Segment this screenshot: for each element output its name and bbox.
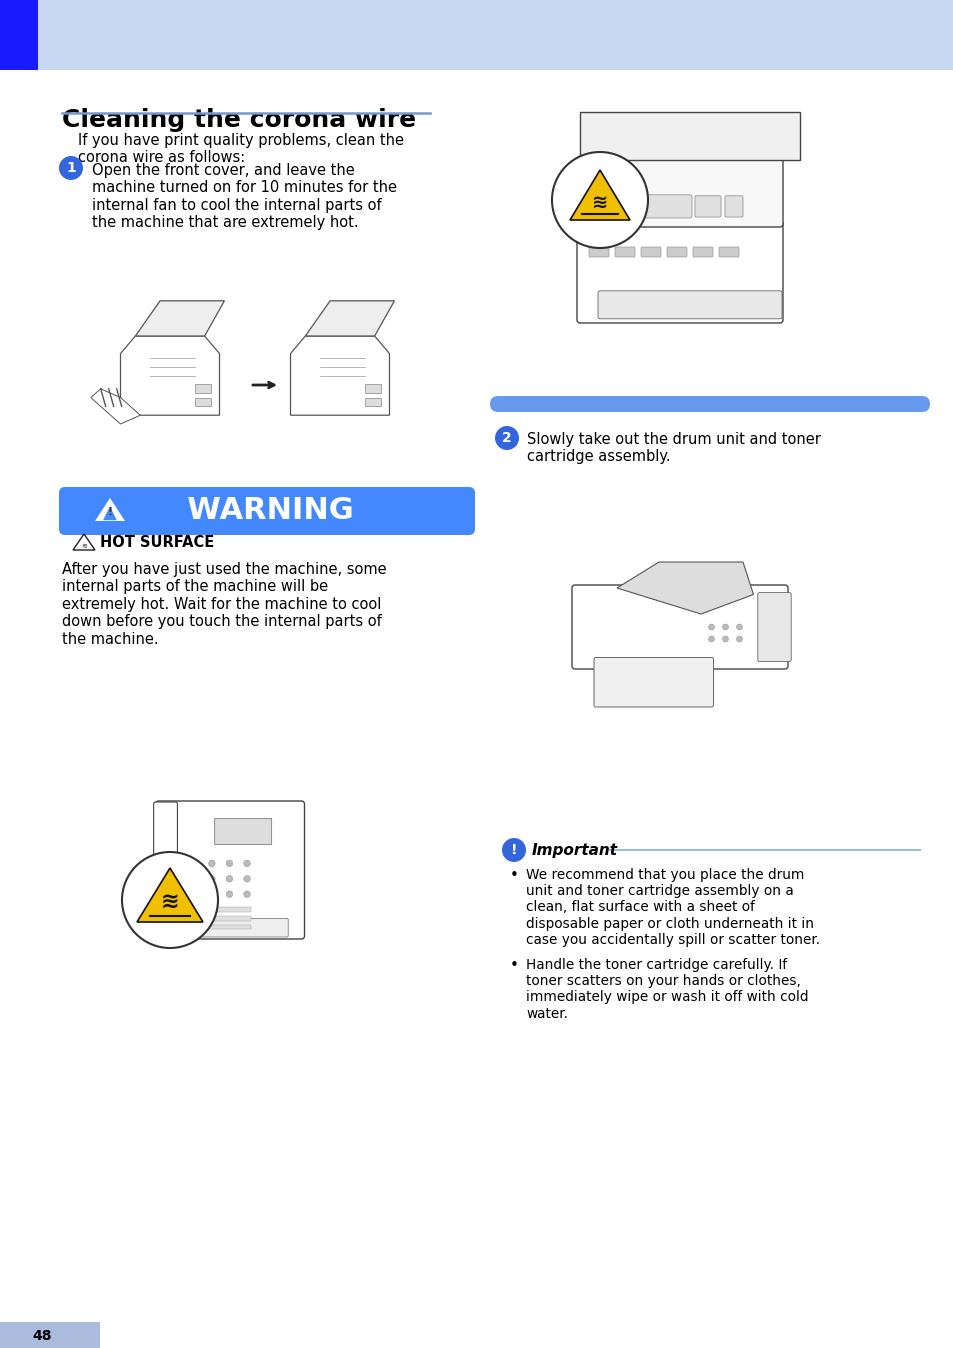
Circle shape [495,426,518,450]
Text: 1: 1 [66,160,76,175]
Circle shape [209,860,215,867]
Text: ▲: ▲ [103,504,117,522]
FancyBboxPatch shape [155,801,304,940]
Text: ≋: ≋ [591,193,608,212]
FancyBboxPatch shape [172,918,288,937]
FancyBboxPatch shape [724,195,742,217]
FancyBboxPatch shape [577,156,782,226]
FancyBboxPatch shape [490,396,929,412]
FancyBboxPatch shape [615,247,635,257]
Circle shape [736,624,741,630]
Polygon shape [569,170,629,220]
Text: WARNING: WARNING [166,496,354,526]
Circle shape [721,636,728,642]
Polygon shape [91,388,140,425]
Circle shape [552,152,647,248]
Text: !: ! [108,507,112,518]
Polygon shape [617,562,753,613]
FancyBboxPatch shape [180,907,252,911]
FancyBboxPatch shape [364,384,381,394]
Circle shape [191,860,197,867]
Polygon shape [135,301,224,336]
Polygon shape [137,868,203,922]
FancyBboxPatch shape [577,221,782,324]
Polygon shape [95,497,125,520]
FancyBboxPatch shape [607,195,691,218]
Text: We recommend that you place the drum
unit and toner cartridge assembly on a
clea: We recommend that you place the drum uni… [525,868,820,946]
Text: Slowly take out the drum unit and toner
cartridge assembly.: Slowly take out the drum unit and toner … [526,431,820,465]
Text: •: • [510,958,518,973]
FancyBboxPatch shape [695,195,720,217]
Text: If you have print quality problems, clean the
corona wire as follows:: If you have print quality problems, clea… [78,133,403,166]
FancyBboxPatch shape [0,1322,100,1348]
FancyBboxPatch shape [640,247,660,257]
FancyBboxPatch shape [0,0,38,70]
Circle shape [244,891,250,898]
Text: After you have just used the machine, some
internal parts of the machine will be: After you have just used the machine, so… [62,562,386,647]
FancyBboxPatch shape [0,0,38,1348]
Text: ≋: ≋ [81,543,87,549]
Text: Handle the toner cartridge carefully. If
toner scatters on your hands or clothes: Handle the toner cartridge carefully. If… [525,958,807,1020]
Circle shape [122,852,218,948]
FancyBboxPatch shape [180,925,252,929]
Circle shape [244,860,250,867]
FancyBboxPatch shape [364,398,381,406]
FancyBboxPatch shape [59,487,475,535]
Polygon shape [305,301,394,336]
Circle shape [501,838,525,861]
Circle shape [721,624,728,630]
Polygon shape [579,112,800,160]
Circle shape [736,636,741,642]
FancyBboxPatch shape [214,818,272,845]
FancyBboxPatch shape [194,384,211,394]
Circle shape [209,875,215,882]
FancyBboxPatch shape [692,247,712,257]
Circle shape [226,860,233,867]
Circle shape [708,624,714,630]
FancyBboxPatch shape [572,585,787,669]
Circle shape [708,636,714,642]
Circle shape [226,891,233,898]
FancyBboxPatch shape [719,247,739,257]
Polygon shape [291,336,389,415]
Circle shape [59,156,83,181]
Circle shape [244,875,250,882]
FancyBboxPatch shape [598,291,781,318]
Text: •: • [510,868,518,883]
Polygon shape [120,336,219,415]
FancyBboxPatch shape [757,593,790,662]
Text: HOT SURFACE: HOT SURFACE [100,535,214,550]
Text: Important: Important [532,842,618,857]
FancyBboxPatch shape [594,658,713,706]
Circle shape [191,891,197,898]
FancyBboxPatch shape [180,917,252,921]
Circle shape [209,891,215,898]
Circle shape [226,875,233,882]
FancyBboxPatch shape [666,247,686,257]
Text: Open the front cover, and leave the
machine turned on for 10 minutes for the
int: Open the front cover, and leave the mach… [91,163,396,231]
Text: Cleaning the corona wire: Cleaning the corona wire [62,108,416,132]
FancyBboxPatch shape [194,398,211,406]
FancyBboxPatch shape [588,247,608,257]
Text: ≋: ≋ [160,892,179,913]
FancyBboxPatch shape [153,802,177,872]
Text: 48: 48 [32,1329,51,1343]
Circle shape [191,875,197,882]
Text: 2: 2 [501,431,512,445]
Text: !: ! [510,842,517,857]
FancyBboxPatch shape [0,0,953,70]
